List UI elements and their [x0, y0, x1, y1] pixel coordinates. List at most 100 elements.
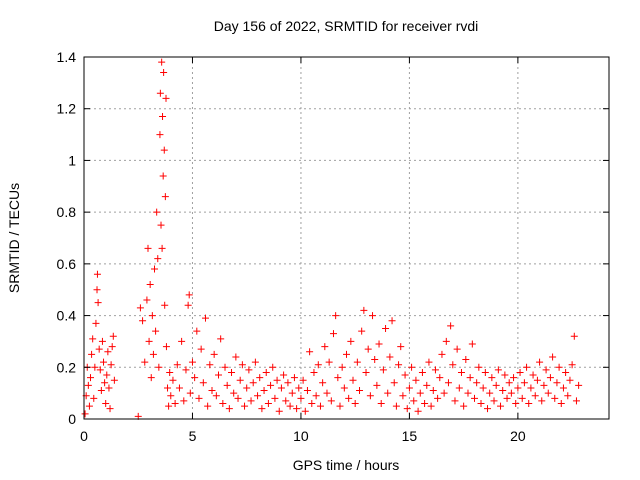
data-point [161, 193, 169, 201]
data-point [562, 368, 570, 376]
data-point [373, 381, 381, 389]
data-point [258, 405, 266, 413]
y-axis-label: SRMTID / TECUs [6, 183, 22, 293]
data-point [85, 402, 93, 410]
data-point [401, 371, 409, 379]
y-tick-label: 1 [68, 152, 76, 168]
data-point [453, 345, 461, 353]
data-point [204, 402, 212, 410]
data-point [91, 363, 99, 371]
data-point [525, 399, 533, 407]
data-point [158, 244, 166, 252]
data-point [492, 381, 500, 389]
data-point [540, 381, 548, 389]
data-point [162, 94, 170, 102]
data-point [238, 361, 246, 369]
data-point [184, 301, 192, 309]
data-point [236, 376, 244, 384]
data-point [249, 379, 257, 387]
data-point [505, 379, 513, 387]
data-point [247, 397, 255, 405]
data-point [245, 366, 253, 374]
data-point [147, 374, 155, 382]
data-point [412, 376, 420, 384]
data-point [206, 361, 214, 369]
data-point [197, 345, 205, 353]
data-point [369, 312, 377, 320]
data-point [395, 361, 403, 369]
data-point [327, 397, 335, 405]
data-point [316, 402, 324, 410]
data-point [319, 379, 327, 387]
axis-ticks: 0 0.2 0.4 0.6 0.8 1 1.2 1.4 0 5 10 15 20 [57, 49, 609, 444]
data-point [87, 374, 95, 382]
data-point [264, 399, 272, 407]
data-point [136, 304, 144, 312]
data-point [551, 394, 559, 402]
data-point [470, 394, 478, 402]
data-point [514, 384, 522, 392]
data-point [386, 353, 394, 361]
data-point [100, 358, 108, 366]
data-point [375, 340, 383, 348]
data-point [392, 402, 400, 410]
data-point [568, 361, 576, 369]
data-point [343, 350, 350, 358]
data-point [464, 389, 472, 397]
data-point [566, 376, 574, 384]
data-point [108, 343, 116, 351]
data-point [254, 392, 262, 400]
data-point [228, 368, 236, 376]
data-point [460, 402, 468, 410]
data-point [101, 379, 109, 387]
data-point [151, 265, 159, 273]
data-point [158, 58, 166, 66]
data-point [157, 221, 165, 229]
data-point [349, 376, 357, 384]
data-point [103, 371, 111, 379]
data-point [293, 405, 301, 413]
data-point [444, 379, 452, 387]
data-point [497, 402, 505, 410]
data-point [154, 255, 162, 263]
data-point [572, 397, 580, 405]
data-point [139, 317, 147, 325]
data-point [520, 379, 528, 387]
data-point [390, 379, 398, 387]
data-point [144, 244, 152, 252]
data-point [457, 368, 465, 376]
data-point [212, 392, 220, 400]
data-point [488, 374, 496, 382]
data-point [303, 387, 311, 395]
data-point [382, 325, 390, 332]
data-point [557, 399, 565, 407]
data-point [323, 389, 331, 397]
data-points [81, 58, 583, 420]
data-point [449, 361, 457, 369]
data-point [98, 337, 106, 345]
data-point [575, 381, 583, 389]
grid-lines [84, 57, 609, 419]
data-point [188, 358, 196, 366]
data-point [416, 389, 424, 397]
data-point [490, 397, 498, 405]
data-point [529, 371, 537, 379]
data-point [299, 376, 307, 384]
data-point [93, 286, 101, 294]
data-point [290, 374, 298, 382]
data-point [234, 394, 242, 402]
data-point [512, 399, 520, 407]
data-point [275, 407, 283, 415]
data-point [329, 330, 337, 338]
data-point [334, 374, 342, 382]
data-point [267, 381, 275, 389]
data-point [89, 335, 97, 343]
data-point [104, 348, 112, 356]
data-point [97, 387, 105, 395]
data-point [282, 397, 290, 405]
data-point [477, 399, 485, 407]
data-point [141, 358, 149, 366]
data-point [418, 368, 426, 376]
data-point [153, 208, 161, 216]
data-point [544, 389, 552, 397]
